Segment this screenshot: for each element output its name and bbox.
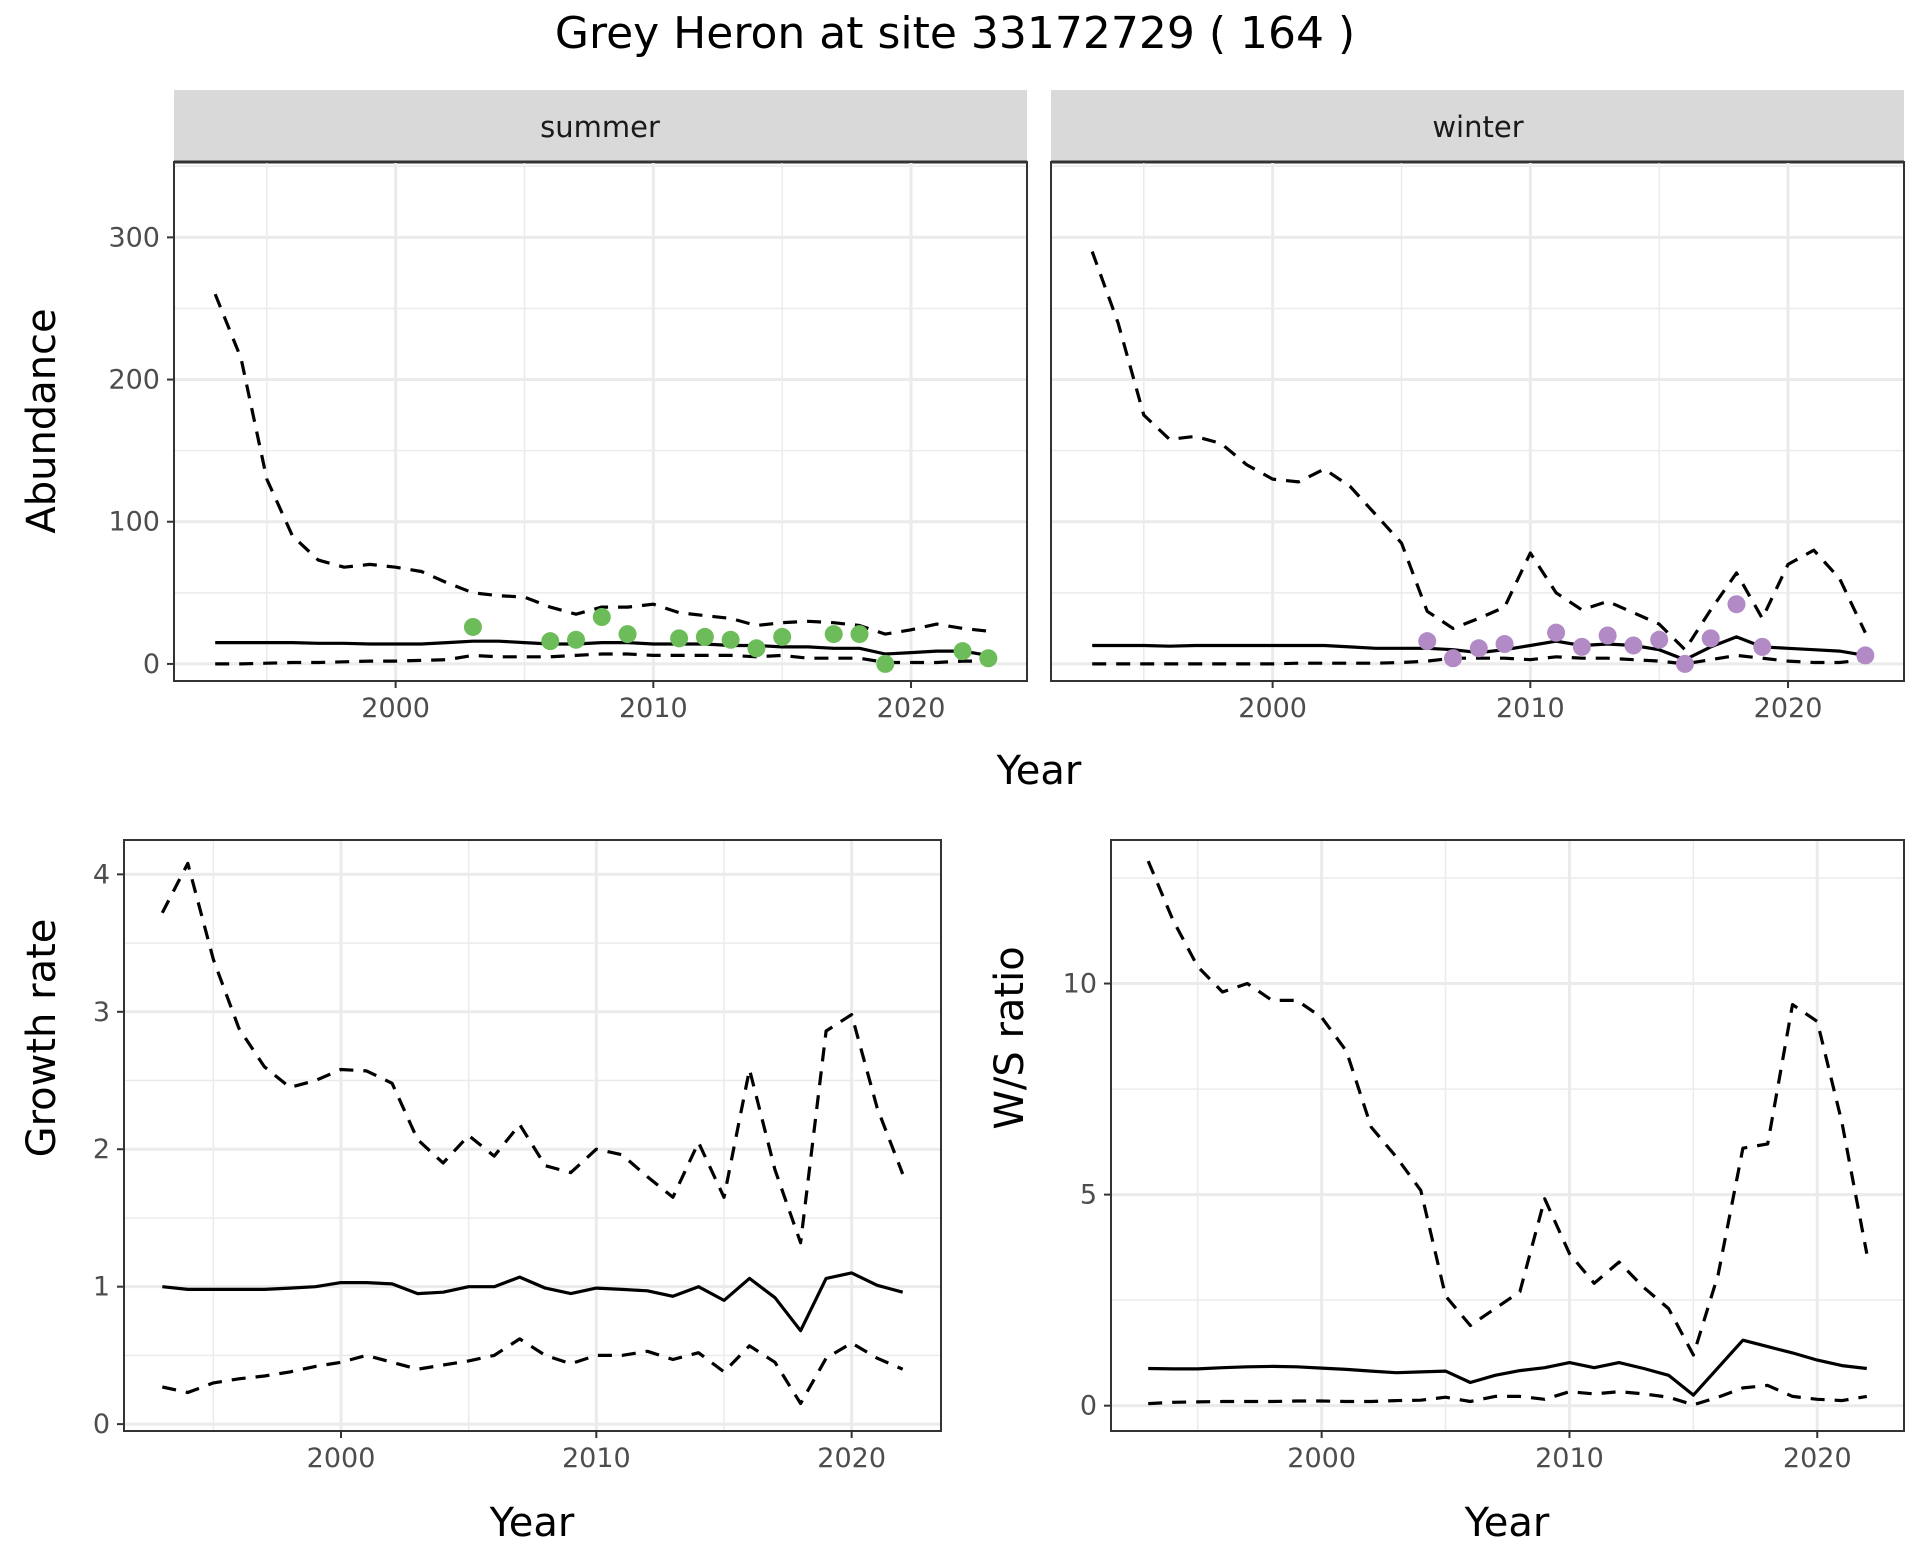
winter-observation-point <box>1650 630 1669 649</box>
summer-observation-point <box>979 649 998 668</box>
growth-rate-upper-line <box>160 861 905 1245</box>
winter-lower-line <box>1092 653 1866 666</box>
y-tick-label: 0 <box>143 649 160 680</box>
summer-plot: 2000 2010 2020 0 100 200 300 <box>108 161 1028 724</box>
ws-ratio-estimate-line <box>1148 1338 1867 1397</box>
summer-strip <box>174 90 1027 162</box>
growth-rate-plot: 2000 2010 2020 0 1 2 3 4 <box>93 839 942 1474</box>
winter-observation-point <box>1495 635 1514 654</box>
winter-observation-point <box>1727 595 1746 614</box>
ws-ratio-plot: 2000 2010 2020 0 5 10 <box>1063 839 1905 1474</box>
y-tick-label: 0 <box>1080 1391 1097 1422</box>
summer-observation-point <box>953 642 972 661</box>
y-tick-label: 5 <box>1080 1180 1097 1211</box>
y-tick-label: 10 <box>1063 969 1097 1000</box>
winter-observation-point <box>1598 626 1617 645</box>
abundance-y-axis-title: Abundance <box>19 308 65 533</box>
x-tick-label: 2020 <box>817 1443 886 1474</box>
y-tick-label: 4 <box>93 859 110 890</box>
abundance-x-axis-title: Year <box>996 748 1082 794</box>
summer-estimate-line <box>215 639 989 657</box>
growth-rate-panel-border <box>123 839 942 1432</box>
winter-strip <box>1051 90 1904 162</box>
summer-strip-label: summer <box>540 110 660 144</box>
winter-plot: 2000 2010 2020 <box>1050 161 1905 724</box>
summer-observation-point <box>695 627 714 646</box>
growth-rate-panel: 2000 2010 2020 0 1 2 3 4 Growth rate Year <box>19 839 942 1546</box>
y-tick-label: 300 <box>108 222 160 253</box>
y-tick-label: 1 <box>93 1272 110 1303</box>
x-tick-label: 2000 <box>361 693 430 724</box>
winter-panel-border <box>1050 161 1905 682</box>
y-tick-label: 3 <box>93 997 110 1028</box>
winter-observation-point <box>1624 636 1643 655</box>
x-tick-label: 2010 <box>562 1443 631 1474</box>
winter-observation-point <box>1444 649 1463 668</box>
summer-panel-border <box>173 161 1028 682</box>
summer-observation-point <box>850 625 869 644</box>
growth-rate-y-axis-title: Growth rate <box>19 919 65 1158</box>
winter-observation-point <box>1547 623 1566 642</box>
winter-abundance-panel: winter 2000 2010 2020 <box>1050 90 1905 724</box>
winter-strip-label: winter <box>1432 110 1523 144</box>
x-tick-label: 2020 <box>1783 1443 1852 1474</box>
ws-ratio-y-axis-title: W/S ratio <box>987 946 1033 1129</box>
ws-ratio-lower-line <box>1148 1383 1868 1407</box>
summer-observation-point <box>747 639 766 658</box>
ws-ratio-x-axis-title: Year <box>1464 1500 1550 1546</box>
y-tick-label: 2 <box>93 1134 110 1165</box>
ws-ratio-panel-border <box>1110 839 1905 1432</box>
ws-ratio-upper-line <box>1146 860 1869 1357</box>
growth-rate-x-axis-title: Year <box>489 1500 575 1546</box>
winter-upper-line <box>1090 251 1867 652</box>
winter-observation-point <box>1856 646 1875 665</box>
x-tick-label: 2000 <box>1238 693 1307 724</box>
x-tick-label: 2010 <box>1535 1443 1604 1474</box>
x-tick-label: 2000 <box>1287 1443 1356 1474</box>
x-tick-label: 2000 <box>307 1443 376 1474</box>
summer-upper-line <box>213 293 989 636</box>
summer-observation-point <box>541 632 560 651</box>
summer-observation-point <box>721 630 740 649</box>
summer-lower-line <box>215 652 989 666</box>
summer-observation-point <box>618 625 637 644</box>
summer-observation-point <box>463 617 482 636</box>
x-tick-label: 2010 <box>1496 693 1565 724</box>
winter-observation-point <box>1469 639 1488 658</box>
x-tick-label: 2020 <box>877 693 946 724</box>
summer-observation-point <box>824 625 843 644</box>
summer-observation-point <box>670 629 689 648</box>
figure-title: Grey Heron at site 33172729 ( 164 ) <box>555 8 1355 59</box>
ws-ratio-panel: 2000 2010 2020 0 5 10 W/S ratio Year <box>987 839 1905 1546</box>
summer-observation-point <box>773 627 792 646</box>
summer-observation-point <box>876 654 895 673</box>
winter-observation-point <box>1418 632 1437 651</box>
x-tick-label: 2020 <box>1754 693 1823 724</box>
y-tick-label: 100 <box>108 507 160 538</box>
winter-observation-point <box>1753 637 1772 656</box>
x-tick-label: 2010 <box>619 693 688 724</box>
summer-abundance-panel: summer 2000 2010 2020 0 100 200 300 <box>108 90 1028 724</box>
winter-observation-point <box>1572 637 1591 656</box>
y-tick-label: 200 <box>108 365 160 396</box>
growth-rate-lower-line <box>161 1337 904 1406</box>
growth-rate-estimate-line <box>162 1271 904 1333</box>
summer-observation-point <box>592 608 611 627</box>
winter-observation-point <box>1701 629 1720 648</box>
winter-observation-point <box>1675 654 1694 673</box>
summer-observation-point <box>567 630 586 649</box>
y-tick-label: 0 <box>93 1409 110 1440</box>
